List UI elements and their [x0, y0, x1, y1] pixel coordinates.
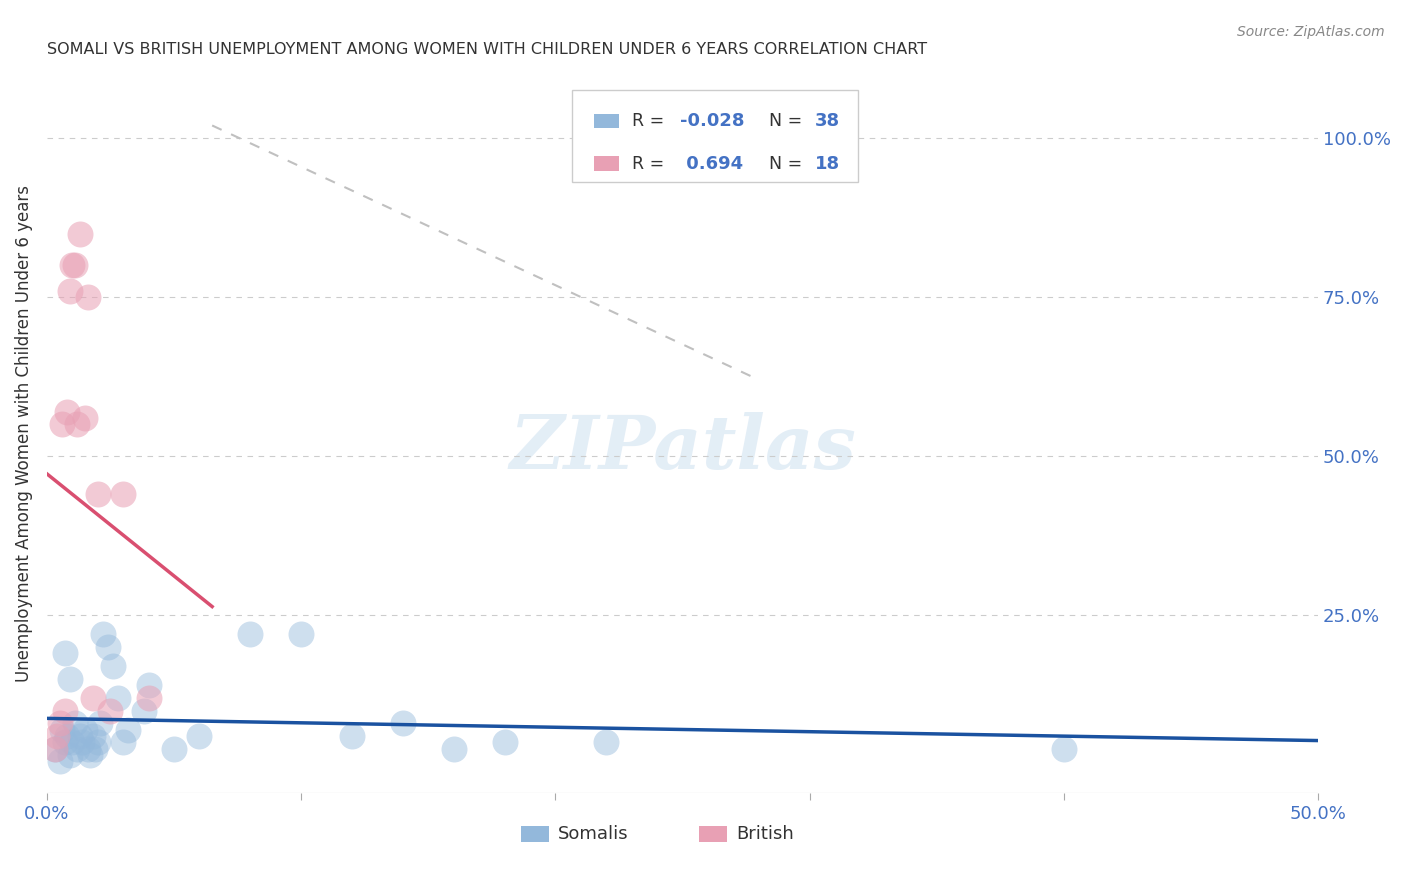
Point	[51, 417, 73, 432]
Text: -0.028: -0.028	[681, 112, 744, 130]
Point	[163, 741, 186, 756]
Point	[117, 723, 139, 737]
Point	[91, 627, 114, 641]
Point	[66, 417, 89, 432]
Point	[48, 716, 70, 731]
Point	[76, 741, 98, 756]
Point	[340, 729, 363, 743]
Point	[53, 735, 76, 749]
Point	[443, 741, 465, 756]
FancyBboxPatch shape	[572, 90, 858, 182]
Text: R =: R =	[631, 112, 669, 130]
Point	[66, 741, 89, 756]
Point	[239, 627, 262, 641]
Point	[53, 646, 76, 660]
Point	[59, 747, 82, 762]
Point	[107, 690, 129, 705]
Point	[100, 704, 122, 718]
Point	[132, 704, 155, 718]
Point	[73, 411, 96, 425]
Point	[138, 678, 160, 692]
Point	[89, 716, 111, 731]
Text: SOMALI VS BRITISH UNEMPLOYMENT AMONG WOMEN WITH CHILDREN UNDER 6 YEARS CORRELATI: SOMALI VS BRITISH UNEMPLOYMENT AMONG WOM…	[46, 42, 927, 57]
Text: 0.694: 0.694	[681, 154, 744, 172]
Point	[46, 729, 69, 743]
Text: ZIPatlas: ZIPatlas	[509, 412, 856, 484]
Text: N =: N =	[769, 154, 807, 172]
Point	[87, 735, 110, 749]
Point	[392, 716, 415, 731]
Point	[56, 404, 79, 418]
Text: 38: 38	[814, 112, 839, 130]
FancyBboxPatch shape	[522, 826, 548, 842]
Point	[84, 741, 107, 756]
Point	[63, 258, 86, 272]
Point	[79, 747, 101, 762]
Point	[494, 735, 516, 749]
Point	[51, 723, 73, 737]
Text: British: British	[735, 825, 793, 843]
FancyBboxPatch shape	[593, 114, 619, 128]
FancyBboxPatch shape	[593, 156, 619, 170]
Point	[112, 735, 135, 749]
Point	[1053, 741, 1076, 756]
Text: Source: ZipAtlas.com: Source: ZipAtlas.com	[1237, 25, 1385, 39]
Point	[73, 723, 96, 737]
Point	[60, 735, 83, 749]
Point	[59, 284, 82, 298]
Text: 18: 18	[814, 154, 839, 172]
Text: Somalis: Somalis	[558, 825, 628, 843]
Point	[59, 672, 82, 686]
Point	[595, 735, 617, 749]
Point	[72, 735, 94, 749]
Point	[76, 290, 98, 304]
Point	[53, 704, 76, 718]
Point	[63, 716, 86, 731]
Point	[60, 258, 83, 272]
Point	[112, 487, 135, 501]
Point	[44, 741, 66, 756]
Point	[188, 729, 211, 743]
Point	[101, 659, 124, 673]
Point	[69, 729, 91, 743]
Text: N =: N =	[769, 112, 807, 130]
Point	[44, 741, 66, 756]
Point	[69, 227, 91, 241]
FancyBboxPatch shape	[699, 826, 727, 842]
Point	[87, 487, 110, 501]
Point	[290, 627, 312, 641]
Point	[48, 755, 70, 769]
Point	[138, 690, 160, 705]
Point	[82, 690, 104, 705]
Y-axis label: Unemployment Among Women with Children Under 6 years: Unemployment Among Women with Children U…	[15, 186, 32, 682]
Point	[82, 729, 104, 743]
Point	[56, 729, 79, 743]
Text: R =: R =	[631, 154, 669, 172]
Point	[97, 640, 120, 654]
